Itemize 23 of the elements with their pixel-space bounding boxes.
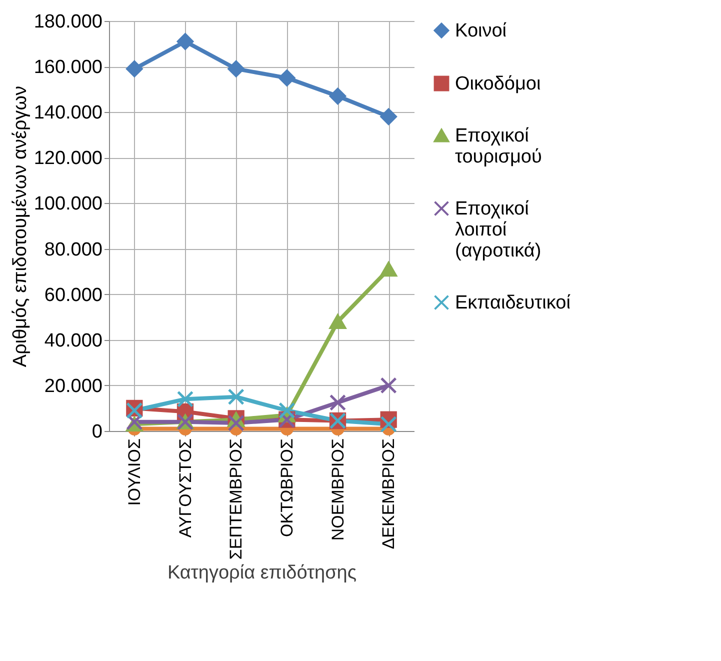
x-tick-label: ΝΟΕΜΒΡΙΟΣ (328, 438, 348, 541)
x-axis-title: Κατηγορία επιδότησης (167, 562, 357, 584)
y-tick-label: 60.000 (44, 284, 102, 306)
legend-label: Κοινοί (455, 20, 508, 42)
y-tick-label: 20.000 (44, 376, 102, 397)
y-tick-label: 80.000 (44, 239, 102, 260)
y-tick-label: 100.000 (34, 194, 102, 215)
x-tick-label: ΣΕΠΤΕΜΒΡΙΟΣ (226, 438, 246, 560)
y-tick-label: 140.000 (34, 102, 102, 124)
x-tick-label: ΙΟΥΛΙΟΣ (124, 438, 144, 506)
y-tick-label: 0 (92, 422, 102, 442)
y-tick-label: 120.000 (34, 148, 102, 170)
legend-label: Εκπαιδευτικοί (455, 292, 572, 314)
x-tick-label: ΟΚΤΩΒΡΙΟΣ (277, 438, 296, 537)
legend-label: Εποχικοί λοιποί (αγροτικά) (455, 198, 542, 262)
legend-label: Οικοδόμοι (455, 74, 541, 94)
y-tick-label: 40.000 (44, 330, 102, 352)
y-tick-label: 180.000 (34, 12, 102, 32)
y-axis-title: Αριθμός επιδοτουμένων ανέργων (10, 86, 31, 368)
legend-label: Εποχικοί τουρισμού (455, 126, 542, 168)
y-tick-label: 160.000 (34, 57, 102, 78)
x-tick-label: ΔΕΚΕΜΒΡΙΟΣ (379, 438, 398, 550)
x-tick-label: ΑΥΓΟΥΣΤΟΣ (176, 438, 195, 538)
